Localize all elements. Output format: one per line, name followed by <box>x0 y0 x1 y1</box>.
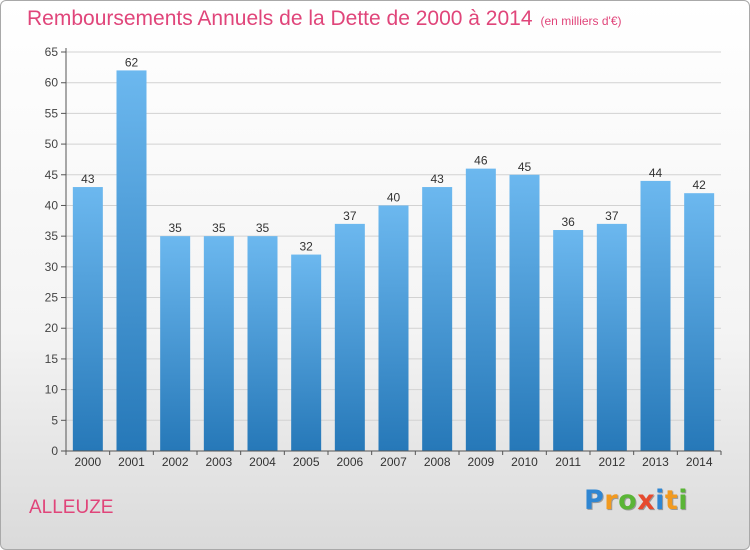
y-tick-label: 25 <box>45 291 59 305</box>
y-tick-label: 40 <box>45 198 59 212</box>
logo-letter: i <box>655 485 665 516</box>
y-tick-label: 45 <box>45 168 59 182</box>
value-label: 43 <box>430 172 444 186</box>
logo-letter: x <box>637 485 656 516</box>
x-tick-label: 2003 <box>205 455 232 469</box>
location-name: ALLEUZE <box>29 497 114 518</box>
x-tick-label: 2008 <box>424 455 451 469</box>
value-label: 35 <box>168 221 182 235</box>
bar-2011 <box>553 230 584 451</box>
y-tick-label: 50 <box>45 137 59 151</box>
x-tick-label: 2001 <box>118 455 145 469</box>
chart-title: Remboursements Annuels de la Dette de 20… <box>27 7 622 31</box>
bar-2006 <box>334 223 365 451</box>
bar-2001 <box>116 70 147 452</box>
value-label: 35 <box>212 221 226 235</box>
labels: 43 2000 62 2001 35 2002 35 2003 35 2004 32 2005 37 20… <box>74 55 712 469</box>
y-tick-label: 30 <box>45 260 59 274</box>
x-tick-label: 2010 <box>511 455 538 469</box>
x-tick-label: 2013 <box>642 455 669 469</box>
chart-unit-note: (en milliers d'€) <box>540 14 622 28</box>
value-label: 40 <box>387 190 401 204</box>
bars <box>72 70 715 452</box>
x-tick-label: 2014 <box>686 455 713 469</box>
logo-letter: r <box>604 485 619 516</box>
logo-letter: t <box>664 485 679 516</box>
bar-2000 <box>72 187 103 452</box>
x-tick-label: 2002 <box>162 455 189 469</box>
y-tick-label: 15 <box>45 352 59 366</box>
y-tick-label: 35 <box>45 229 59 243</box>
x-tick-label: 2000 <box>74 455 101 469</box>
bar-2007 <box>378 205 409 451</box>
value-label: 43 <box>81 172 95 186</box>
value-label: 32 <box>299 240 313 254</box>
logo-letter: o <box>618 485 638 516</box>
bar-2008 <box>422 187 453 452</box>
value-label: 35 <box>256 221 270 235</box>
x-tick-label: 2007 <box>380 455 407 469</box>
y-tick-label: 20 <box>45 321 59 335</box>
y-tick-label: 55 <box>45 106 59 120</box>
y-tick-label: 65 <box>45 45 59 59</box>
value-label: 36 <box>561 215 575 229</box>
bar-2009 <box>465 168 496 451</box>
value-label: 46 <box>474 154 488 168</box>
bar-2002 <box>160 236 191 451</box>
bar-2003 <box>203 236 234 451</box>
logo-letter: P <box>584 485 605 516</box>
logo-letter: i <box>678 485 689 516</box>
value-label: 37 <box>343 209 357 223</box>
x-tick-label: 2005 <box>293 455 320 469</box>
x-tick-label: 2006 <box>336 455 363 469</box>
x-tick-label: 2011 <box>555 455 581 469</box>
value-label: 42 <box>692 178 706 192</box>
bar-2014 <box>684 193 715 451</box>
axes: 0 5 10 15 20 25 30 35 40 45 50 55 60 65 <box>45 45 722 458</box>
value-label: 44 <box>649 166 663 180</box>
bar-2010 <box>509 174 540 451</box>
bar-2004 <box>247 236 278 451</box>
bar-2012 <box>596 223 627 451</box>
y-tick-label: 10 <box>45 383 59 397</box>
y-tick-label: 5 <box>51 413 58 427</box>
chart-title-text: Remboursements Annuels de la Dette de 20… <box>27 7 533 30</box>
value-label: 45 <box>518 160 532 174</box>
x-tick-label: 2012 <box>598 455 625 469</box>
value-label: 62 <box>125 55 139 69</box>
bar-2013 <box>640 180 671 451</box>
proxiti-logo: Proxiti <box>584 485 688 516</box>
bar-2005 <box>291 254 322 451</box>
y-tick-label: 60 <box>45 76 59 90</box>
y-tick-label: 0 <box>51 444 58 458</box>
x-tick-label: 2009 <box>467 455 494 469</box>
value-label: 37 <box>605 209 619 223</box>
x-tick-label: 2004 <box>249 455 276 469</box>
